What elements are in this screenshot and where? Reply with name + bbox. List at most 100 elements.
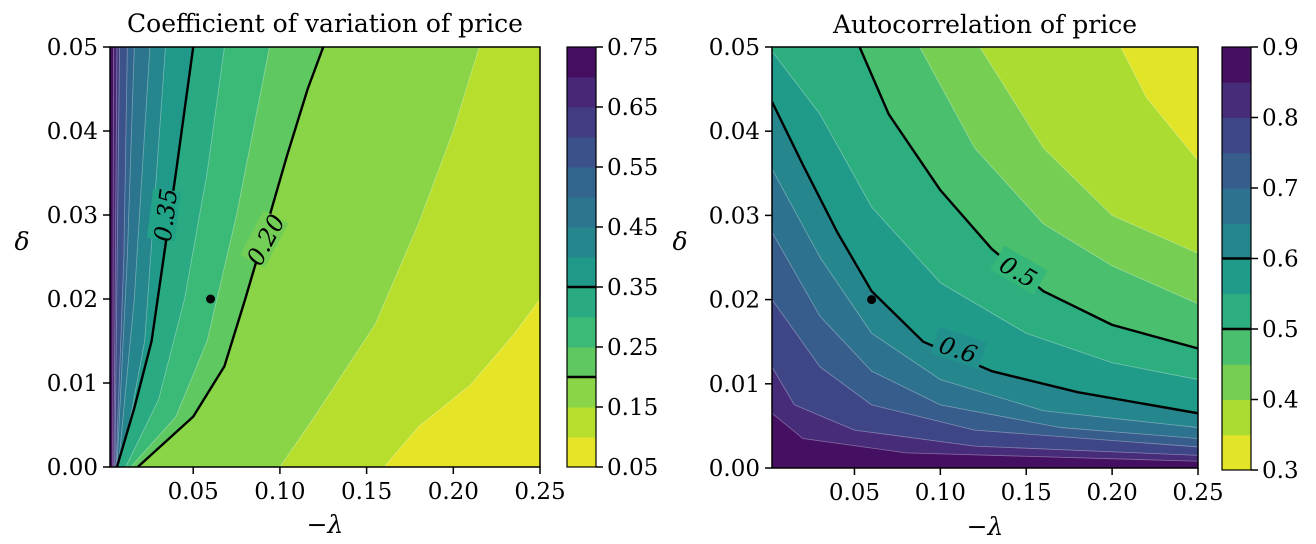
contour-bands [772,47,1198,468]
contour-label-0.35: 0.35 [147,187,183,243]
colorbar-tick-label: 0.3 [1262,458,1299,484]
colorbar-segment [1222,434,1251,471]
colorbar-segment [567,77,596,108]
y-tick-label: 0.02 [47,287,98,313]
colorbar: 0.3 0.4 0.5 0.6 0.7 0.8 0.9 [1221,35,1299,484]
y-tick-label: 0.04 [709,119,760,145]
colorbar-tick-label: 0.8 [1262,106,1299,132]
chart-autocorrelation: Autocorrelation of price 0.5 0.6 0.05 0.10… [672,10,1298,541]
marker-point [867,295,877,305]
marker-dot [867,295,877,305]
colorbar-tick-label: 0.4 [1262,388,1299,414]
colorbar-segment [567,137,596,168]
x-tick-label: 0.05 [829,480,880,506]
y-tick-label: 0.00 [47,455,98,481]
colorbar-segment [1222,152,1251,189]
contour-line-0.5 [858,47,1198,350]
band-0.35 [772,47,1198,162]
colorbar-segment [1222,117,1251,154]
colorbar-segment [1222,399,1251,436]
colorbar-segment [1222,329,1251,365]
colorbar-segment [567,437,596,468]
contour-label-bg [240,210,289,268]
colorbar-segment [1222,258,1251,295]
chart-title: Autocorrelation of price [832,10,1137,39]
marker-dot [206,294,216,304]
y-axis-ticks: 0.00 0.01 0.02 0.03 0.04 0.05 [709,35,772,482]
y-axis-label: δ [14,227,29,256]
contour-label-text: 0.35 [149,187,183,243]
contour-bands [110,47,540,467]
colorbar-segment [1222,188,1251,224]
plot-frame [771,46,1199,469]
colorbar-tick-label: 0.75 [607,35,658,61]
contour-line-0.6 [772,101,1198,415]
contour-label-bg [930,327,987,370]
y-axis-ticks: 0.00 0.01 0.02 0.03 0.04 0.05 [47,35,110,481]
colorbar-tick-label: 0.6 [1262,247,1299,273]
contour-label-bg [990,245,1048,295]
x-tick-label: 0.20 [428,479,479,505]
y-tick-label: 0.05 [709,35,760,61]
colorbar-segment [567,407,596,438]
colorbar-segment [567,47,596,78]
colorbar-tick-label: 0.45 [607,215,658,241]
colorbar-tick-label: 0.25 [607,335,658,361]
contour-line-0.20 [136,47,325,467]
x-tick-label: 0.25 [514,479,565,505]
plot-frame [109,46,541,468]
x-axis-label: −λ [967,512,1004,541]
band-0.40 [772,47,1198,254]
colorbar-tick-label: 0.9 [1262,35,1299,61]
y-tick-label: 0.04 [47,119,98,145]
contour-label-bg [147,188,181,242]
x-tick-label: 0.05 [168,479,219,505]
colorbar-segment [567,167,596,198]
band-0.10 [383,298,540,467]
colorbar-segment [567,287,596,318]
colorbar-segment [1222,223,1251,259]
y-tick-label: 0.00 [709,456,760,482]
y-tick-label: 0.05 [47,35,98,61]
colorbar-segment [1222,293,1251,330]
chart-title: Coefficient of variation of price [127,9,523,38]
colorbar-segment [567,377,596,408]
contour-lines [772,47,1198,415]
colorbar-tick-label: 0.5 [1262,317,1299,343]
contour-line-0.35 [115,47,195,467]
y-tick-label: 0.01 [709,372,760,398]
band-0.15 [279,47,540,467]
x-tick-label: 0.25 [1172,480,1223,506]
y-tick-label: 0.01 [47,371,98,397]
plot-area [772,47,1198,468]
colorbar-tick-label: 0.7 [1262,176,1299,202]
colorbar-segment [567,197,596,228]
colorbar-tick-label: 0.35 [607,275,658,301]
colorbar-segment [567,107,596,138]
colorbar-segment [567,257,596,288]
y-tick-label: 0.02 [709,288,760,314]
x-tick-label: 0.15 [341,479,392,505]
colorbar-segment [1222,47,1251,83]
colorbar-segment [567,347,596,378]
x-tick-label: 0.10 [254,479,305,505]
colorbar-segment [567,317,596,348]
y-axis-label: δ [672,227,687,256]
colorbar-segment [1222,364,1251,400]
colorbar-segment [567,227,596,258]
colorbar-tick-label: 0.15 [607,395,658,421]
marker-point [206,294,216,304]
x-tick-label: 0.15 [1001,480,1052,506]
y-tick-label: 0.03 [47,203,98,229]
plot-area [110,47,540,467]
x-tick-label: 0.20 [1087,480,1138,506]
contour-lines [115,47,325,467]
colorbar-segment [1222,82,1251,118]
y-tick-label: 0.03 [709,203,760,229]
x-axis-ticks: 0.05 0.10 0.15 0.20 0.25 [168,467,566,505]
x-tick-label: 0.10 [915,480,966,506]
x-axis-ticks: 0.05 0.10 0.15 0.20 0.25 [829,468,1224,506]
colorbar-tick-label: 0.05 [607,455,658,481]
chart-coefficient-of-variation: Coefficient of variation of price 0.35 0.… [14,9,658,539]
colorbar-tick-label: 0.55 [607,155,658,181]
